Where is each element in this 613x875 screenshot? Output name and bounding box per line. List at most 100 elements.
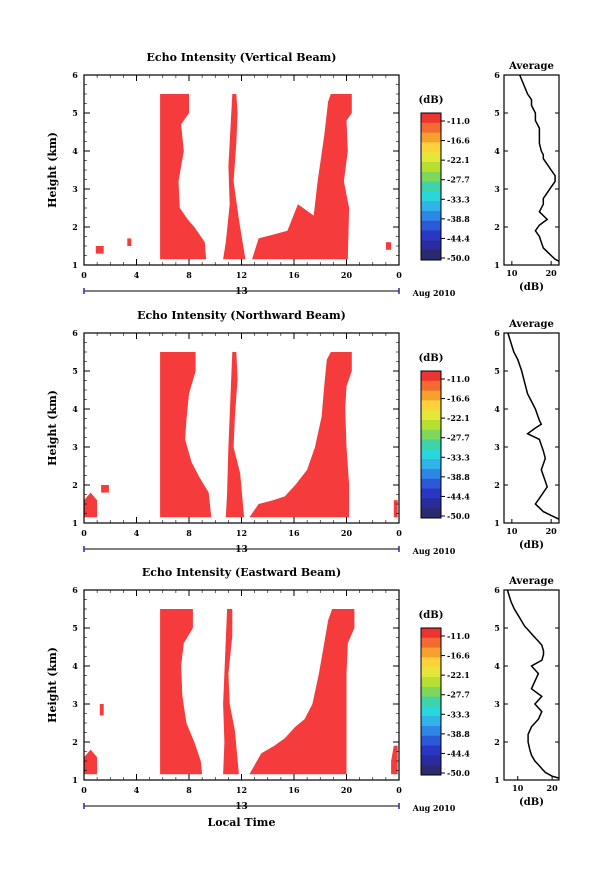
profile-y-tick-label: 2	[494, 222, 500, 232]
x-tick-label: 12	[236, 528, 247, 538]
colorbar-tick-label: -11.0	[447, 374, 470, 384]
colorbar-segment	[421, 647, 441, 658]
profile-title: Average	[508, 319, 554, 330]
y-tick-label: 4	[72, 661, 78, 671]
colorbar-frame	[420, 370, 442, 519]
y-tick-label: 5	[72, 623, 78, 633]
profile-y-tick-label: 6	[494, 70, 500, 80]
x-tick-label: 12	[236, 270, 247, 280]
echo-region	[84, 492, 98, 518]
y-tick-label: 5	[72, 366, 78, 376]
colorbar-segment	[421, 142, 441, 153]
profile-y-tick-label: 1	[494, 518, 500, 528]
echo-region	[252, 94, 352, 260]
colorbar-segment	[421, 686, 441, 698]
x-tick-label: 4	[134, 270, 140, 280]
profile-y-tick-label: 4	[494, 661, 500, 671]
profile-y-tick-label: 6	[494, 585, 500, 595]
panel-3	[83, 589, 560, 809]
colorbar-segment	[421, 657, 441, 668]
profile-y-tick-label: 2	[494, 737, 500, 747]
profile-x-label: (dB)	[519, 797, 544, 808]
profile-y-tick-label: 6	[494, 328, 500, 338]
panel-1	[83, 74, 560, 294]
panel-title: Echo Intensity (Eastward Beam)	[142, 566, 341, 579]
colorbar-segment	[421, 211, 441, 222]
profile-y-tick-label: 4	[494, 404, 500, 414]
x-tick-label: 16	[288, 528, 300, 538]
echo-region	[223, 609, 239, 775]
colorbar-segment	[421, 716, 441, 727]
colorbar-segment	[421, 469, 441, 480]
colorbar-tick-label: -22.1	[447, 413, 470, 423]
colorbar-segment	[421, 410, 441, 421]
echo-region	[99, 704, 104, 716]
colorbar-segment	[421, 637, 441, 649]
y-tick-label: 3	[72, 442, 78, 452]
x-tick-label: 0	[396, 270, 402, 280]
panel-title: Echo Intensity (Vertical Beam)	[146, 51, 336, 64]
profile-x-tick-label: 10	[506, 268, 518, 278]
profile-x-label: (dB)	[519, 540, 544, 551]
y-tick-label: 1	[72, 775, 78, 785]
colorbar-tick-label: -44.4	[447, 748, 470, 758]
echo-region	[225, 352, 245, 518]
colorbar-segment	[421, 250, 441, 261]
colorbar-tick-label: -27.7	[447, 433, 470, 443]
profile-frame	[503, 589, 560, 781]
date-label: Aug 2010	[412, 803, 456, 813]
profile-y-tick-label: 3	[494, 442, 500, 452]
colorbar-segment	[421, 191, 441, 202]
profile-title: Average	[508, 576, 554, 587]
colorbar-segment	[421, 400, 441, 411]
y-tick-label: 4	[72, 404, 78, 414]
echo-region	[160, 352, 212, 518]
colorbar-segment	[421, 478, 441, 490]
profile-x-tick-label: 20	[546, 526, 558, 536]
y-tick-label: 6	[72, 585, 78, 595]
profile-line	[506, 589, 560, 779]
y-tick-label: 6	[72, 70, 78, 80]
colorbar-segment	[421, 162, 441, 173]
x-axis-label: Local Time	[208, 816, 276, 829]
colorbar-tick-label: -38.8	[447, 729, 470, 739]
colorbar-tick-label: -50.0	[447, 768, 470, 778]
colorbar-tick-label: -16.6	[447, 136, 470, 146]
profile-y-tick-label: 1	[494, 775, 500, 785]
y-tick-label: 2	[72, 737, 78, 747]
x-tick-label: 8	[186, 785, 192, 795]
colorbar-segment	[421, 220, 441, 232]
echo-region	[95, 246, 104, 254]
colorbar-segment	[421, 390, 441, 401]
echo-region	[160, 94, 207, 260]
colorbar-tick-label: -33.3	[447, 194, 470, 204]
day-label: 13	[235, 545, 248, 555]
profile-y-tick-label: 3	[494, 184, 500, 194]
profile-line	[519, 74, 560, 262]
date-label: Aug 2010	[412, 546, 456, 556]
colorbar-tick-label: -44.4	[447, 233, 470, 243]
echo-region	[393, 500, 398, 518]
panel-title: Echo Intensity (Northward Beam)	[137, 309, 346, 322]
day-label: 13	[235, 802, 248, 812]
colorbar-segment	[421, 420, 441, 431]
y-tick-label: 5	[72, 108, 78, 118]
colorbar-tick-label: -16.6	[447, 394, 470, 404]
colorbar-unit: (dB)	[419, 95, 444, 106]
colorbar-tick-label: -22.1	[447, 155, 470, 165]
echo-region	[84, 749, 98, 775]
colorbar-segment	[421, 122, 441, 134]
colorbar-tick-label: -33.3	[447, 709, 470, 719]
profile-title: Average	[508, 61, 554, 72]
profile-y-tick-label: 5	[494, 108, 500, 118]
profile-y-tick-label: 5	[494, 623, 500, 633]
date-label: Aug 2010	[412, 288, 456, 298]
x-tick-label: 0	[81, 785, 87, 795]
colorbar-segment	[421, 677, 441, 688]
y-tick-label: 3	[72, 184, 78, 194]
colorbar-frame	[420, 112, 442, 261]
colorbar-tick-label: -11.0	[447, 631, 470, 641]
echo-region	[223, 94, 246, 260]
y-tick-label: 2	[72, 222, 78, 232]
